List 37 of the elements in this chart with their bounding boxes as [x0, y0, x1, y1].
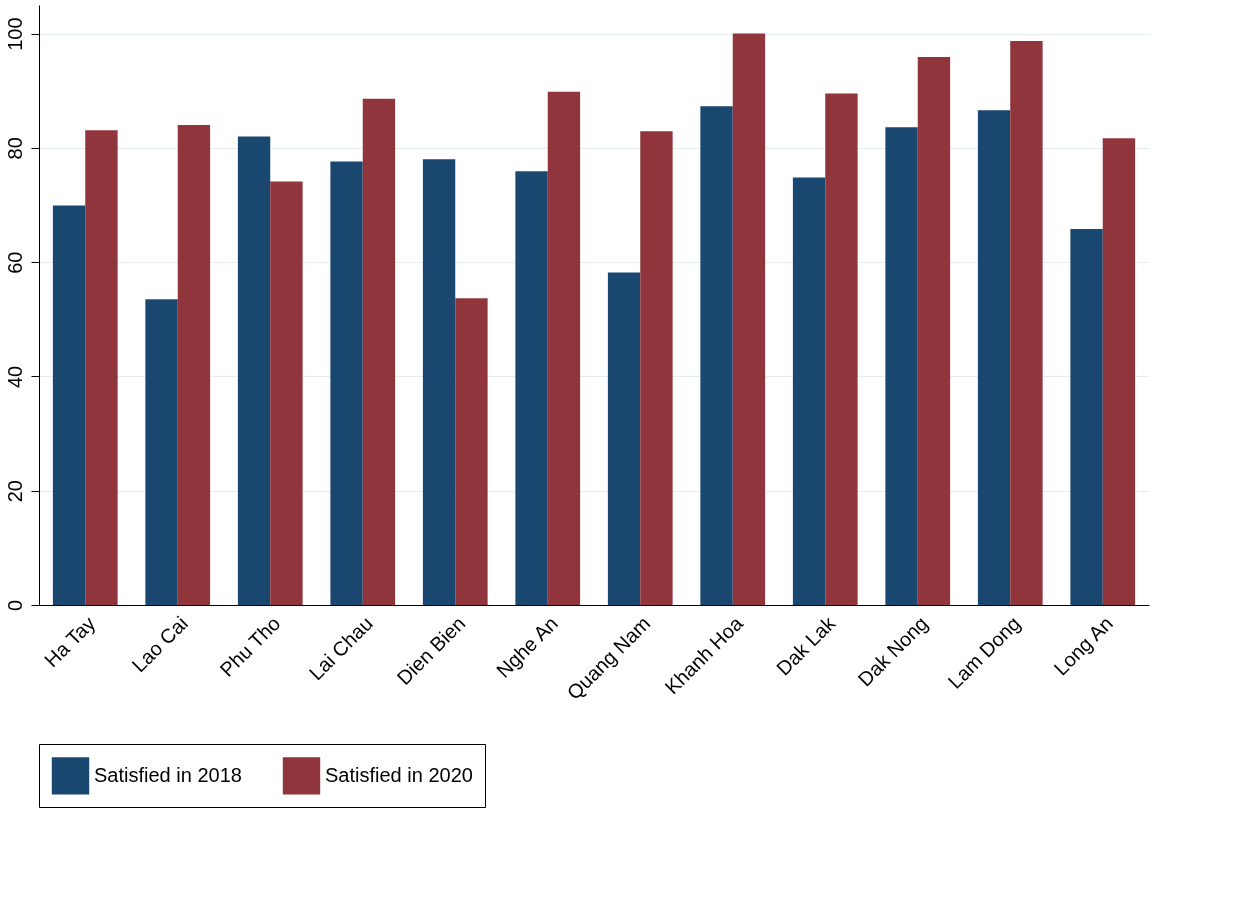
bar — [515, 171, 548, 605]
y-tick-label: 60 — [3, 251, 26, 274]
bar — [732, 33, 766, 605]
bar — [917, 57, 951, 605]
bar — [547, 91, 581, 605]
bar — [885, 127, 918, 605]
bar — [455, 298, 488, 605]
legend-label: Satisfied in 2020 — [325, 763, 473, 786]
bar — [792, 177, 826, 605]
bar — [422, 159, 456, 605]
bar — [825, 93, 858, 605]
bar — [1010, 41, 1043, 605]
bar — [607, 272, 641, 605]
x-tick-label: Dak Lak — [771, 611, 841, 680]
bar — [52, 205, 86, 605]
bar — [237, 136, 271, 605]
bar — [177, 125, 211, 605]
x-tick-label: Dien Bien — [392, 612, 470, 689]
bar — [700, 106, 733, 605]
bar — [362, 98, 396, 605]
x-tick-label: Ha Tay — [40, 612, 100, 672]
y-tick-label: 80 — [3, 137, 26, 160]
bar — [1102, 138, 1136, 605]
bar — [330, 161, 363, 605]
y-tick-label: 0 — [3, 599, 26, 612]
y-tick-label: 20 — [3, 480, 26, 503]
x-tick-label: Lao Cai — [127, 612, 192, 677]
bar — [85, 130, 118, 605]
y-tick-label: 40 — [3, 365, 26, 389]
bar — [640, 131, 673, 605]
bar — [1070, 229, 1103, 605]
bar — [270, 181, 303, 605]
bar — [977, 110, 1011, 605]
y-tick-label: 100 — [3, 17, 26, 51]
legend-label: Satisfied in 2018 — [94, 763, 242, 786]
x-tick-label: Phu Tho — [215, 612, 285, 681]
bar — [145, 299, 178, 605]
